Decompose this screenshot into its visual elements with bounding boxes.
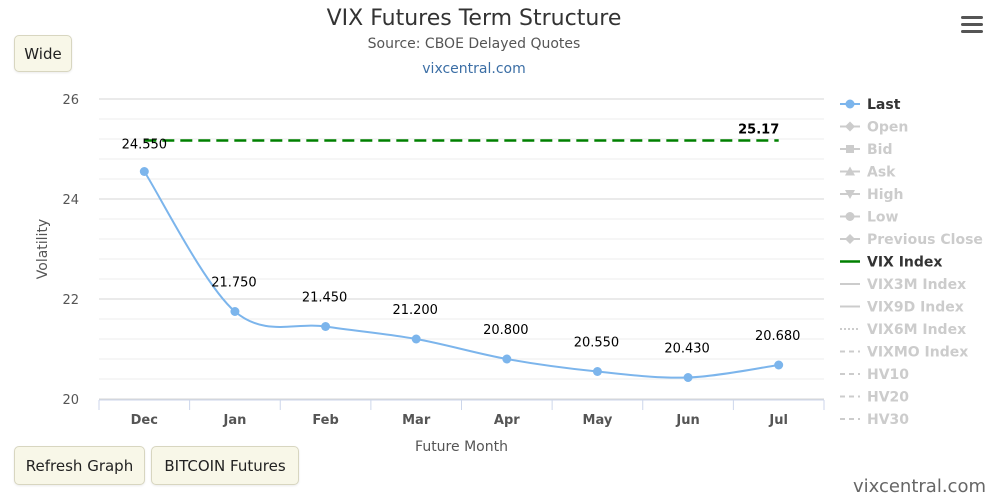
legend-marker-triangle (845, 166, 855, 176)
legend-item-label[interactable]: VIX Index (867, 255, 942, 271)
legend-item-label[interactable]: Low (867, 210, 899, 226)
data-point-last[interactable] (139, 167, 149, 176)
legend-marker-circle (845, 212, 855, 221)
data-label-last: 24.550 (122, 138, 168, 153)
wide-button[interactable]: Wide (14, 35, 72, 72)
y-axis-title: Volatility (35, 219, 51, 279)
x-tick-label: Apr (494, 413, 520, 428)
legend-item-label[interactable]: VIXMO Index (867, 345, 968, 361)
y-tick-label: 24 (62, 193, 79, 208)
data-point-last[interactable] (230, 307, 240, 316)
credit-text[interactable]: vixcentral.com (852, 476, 986, 497)
x-tick-label: May (583, 413, 613, 428)
bitcoin-futures-button[interactable]: BITCOIN Futures (151, 446, 299, 485)
data-point-last[interactable] (502, 354, 512, 364)
data-label-last: 21.450 (302, 291, 348, 306)
data-point-last[interactable] (683, 373, 693, 382)
data-point-last[interactable] (411, 334, 421, 344)
x-axis-title: Future Month (415, 439, 508, 455)
x-tick-label: Jan (223, 413, 247, 428)
menu-icon[interactable] (961, 16, 983, 36)
data-label-last: 20.680 (755, 329, 801, 344)
y-tick-label: 20 (62, 393, 79, 408)
data-point-last[interactable] (321, 322, 331, 331)
legend-item-label[interactable]: Open (867, 120, 908, 136)
data-label-last: 21.750 (211, 276, 257, 291)
legend-item-label[interactable]: HV20 (867, 390, 909, 406)
legend-marker-square (846, 145, 854, 153)
y-tick-label: 22 (62, 293, 79, 308)
legend-item-label[interactable]: HV10 (867, 367, 909, 383)
legend-item-label[interactable]: HV30 (867, 412, 909, 428)
data-label-vix-index: 25.17 (738, 123, 779, 138)
legend-marker-diamond (845, 121, 855, 132)
legend-item-label[interactable]: Ask (867, 165, 896, 181)
data-label-last: 20.550 (574, 336, 620, 351)
legend-item-label[interactable]: VIX9D Index (867, 300, 964, 316)
x-tick-label: Feb (312, 413, 338, 428)
legend-item-label[interactable]: VIX3M Index (867, 277, 966, 293)
legend-item-label[interactable]: Bid (867, 142, 893, 158)
data-point-last[interactable] (592, 367, 602, 376)
legend-marker-diamond (845, 234, 855, 244)
refresh-graph-button[interactable]: Refresh Graph (14, 446, 145, 485)
source-link[interactable]: vixcentral.com (422, 61, 526, 77)
legend-marker-circle (845, 99, 855, 109)
y-tick-label: 26 (62, 93, 79, 108)
x-tick-label: Jul (768, 413, 788, 428)
legend-item-label[interactable]: VIX6M Index (867, 322, 966, 338)
x-tick-label: Jun (675, 413, 699, 428)
data-point-last[interactable] (774, 360, 784, 370)
legend-marker-triangle-down (845, 190, 855, 199)
x-tick-label: Dec (131, 413, 158, 428)
legend-item-label[interactable]: High (867, 187, 904, 203)
data-label-last: 21.200 (392, 303, 438, 318)
x-tick-label: Mar (402, 413, 431, 428)
legend-item-label[interactable]: Last (867, 97, 901, 113)
data-label-last: 20.430 (664, 342, 710, 357)
chart-subtitle: Source: CBOE Delayed Quotes (367, 36, 581, 52)
data-label-last: 20.800 (483, 323, 529, 338)
chart-title: VIX Futures Term Structure (326, 6, 622, 31)
legend-item-label[interactable]: Previous Close (867, 232, 983, 248)
